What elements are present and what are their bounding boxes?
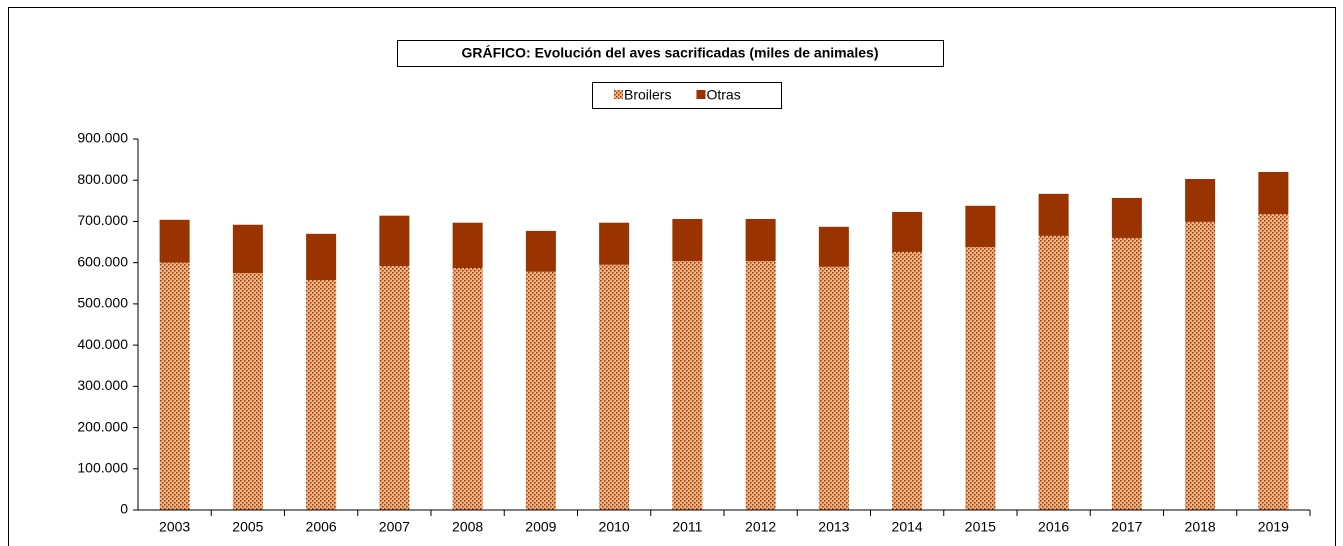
bar-segment — [599, 222, 630, 265]
bar-segment — [965, 205, 996, 248]
bar-segment — [965, 247, 996, 510]
y-tick-label: 200.000 — [77, 418, 128, 434]
title-box — [397, 40, 944, 67]
bar-segment — [306, 233, 337, 280]
legend-swatch — [614, 90, 623, 99]
bar-segment — [452, 222, 483, 269]
y-tick-label: 300.000 — [77, 377, 128, 393]
x-tick-label: 2014 — [892, 519, 923, 535]
chart-title: GRÁFICO: Evolución del aves sacrificadas… — [461, 45, 878, 61]
x-tick-label: 2012 — [745, 519, 776, 535]
legend-box — [592, 82, 782, 109]
y-tick-label: 0 — [120, 501, 128, 517]
x-tick-label: 2008 — [452, 519, 483, 535]
x-tick-label: 2011 — [672, 519, 702, 535]
bar-segment — [525, 271, 556, 510]
bar-segment — [1258, 214, 1289, 510]
bar-segment — [232, 272, 263, 510]
bar-segment — [1038, 235, 1069, 510]
x-tick-label: 2016 — [1038, 519, 1069, 535]
bar-segment — [379, 215, 410, 266]
bar-segment — [818, 266, 849, 510]
legend-label: Otras — [706, 87, 740, 103]
bar-segment — [818, 226, 849, 267]
bar-segment — [1038, 193, 1069, 236]
x-tick-label: 2015 — [965, 519, 996, 535]
bar-segment — [452, 268, 483, 510]
bar-segment — [599, 264, 630, 510]
bar-segment — [892, 251, 923, 510]
bar-segment — [159, 219, 190, 263]
bar-segment — [1185, 178, 1216, 222]
bar-segment — [745, 261, 776, 510]
bar-segment — [745, 218, 776, 262]
y-tick-label: 600.000 — [77, 253, 128, 269]
x-tick-label: 2005 — [232, 519, 263, 535]
legend-swatch — [696, 90, 706, 99]
x-tick-label: 2006 — [306, 519, 337, 535]
bar-segment — [672, 261, 703, 510]
bar-segment — [159, 262, 190, 510]
bar-segment — [306, 279, 337, 510]
y-tick-label: 500.000 — [77, 295, 128, 311]
x-tick-label: 2017 — [1111, 519, 1142, 535]
y-tick-label: 400.000 — [77, 336, 128, 352]
bar-segment — [1185, 221, 1216, 510]
y-tick-label: 700.000 — [77, 212, 128, 228]
bar-segment — [525, 230, 556, 272]
x-tick-label: 2010 — [599, 519, 630, 535]
x-tick-label: 2013 — [818, 519, 849, 535]
y-tick-label: 100.000 — [77, 459, 128, 475]
x-tick-label: 2007 — [379, 519, 410, 535]
legend-label: Broilers — [624, 87, 671, 103]
bar-segment — [672, 218, 703, 262]
bar-segment — [1111, 197, 1142, 238]
x-tick-label: 2009 — [525, 519, 556, 535]
bar-segment — [379, 265, 410, 510]
bar-segment — [892, 211, 923, 252]
y-tick-label: 900.000 — [77, 130, 128, 146]
x-tick-label: 2018 — [1185, 519, 1216, 535]
x-tick-label: 2003 — [159, 519, 190, 535]
bar-segment — [1111, 237, 1142, 510]
x-tick-label: 2019 — [1258, 519, 1289, 535]
bar-segment — [1258, 171, 1289, 215]
bar-segment — [232, 224, 263, 273]
y-tick-label: 800.000 — [77, 171, 128, 187]
